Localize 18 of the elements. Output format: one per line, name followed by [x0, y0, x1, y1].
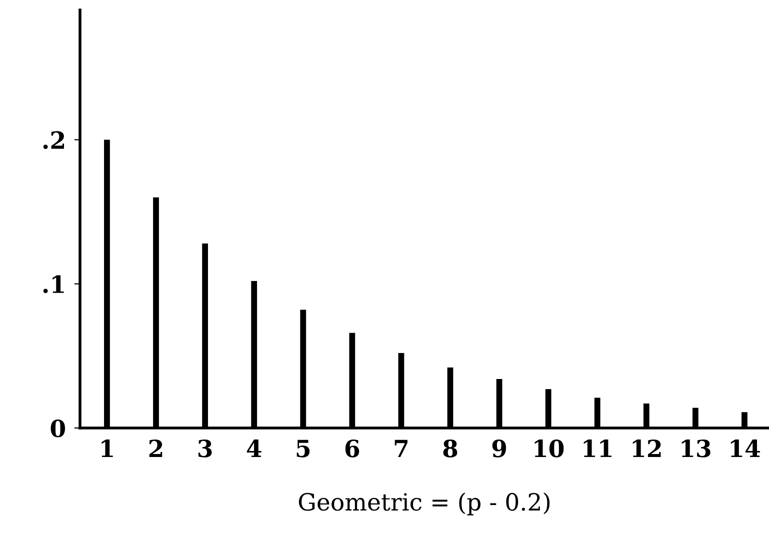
x-tick-label: 12 — [632, 440, 661, 458]
x-tick-label: 11 — [584, 440, 612, 458]
x-tick-label: 5 — [296, 440, 310, 458]
x-tick-label: 14 — [730, 440, 760, 458]
x-tick-label: 8 — [443, 440, 458, 458]
x-tick-label: 9 — [492, 440, 506, 458]
x-tick-label: 4 — [246, 440, 262, 458]
x-tick-label: 7 — [394, 440, 408, 458]
x-tick-label: 6 — [345, 440, 360, 458]
x-axis-title: Geometric = (p - 0.2) — [298, 492, 550, 516]
x-tick-label: 10 — [534, 440, 564, 458]
x-tick-label: 3 — [198, 440, 212, 458]
x-tick-label: 1 — [102, 440, 113, 458]
y-tick-label: 0 — [50, 419, 66, 438]
x-tick-label: 2 — [149, 440, 162, 458]
y-tick-label: .2 — [43, 131, 64, 150]
x-tick-label: 13 — [682, 440, 710, 458]
y-tick-label: .1 — [43, 275, 64, 294]
